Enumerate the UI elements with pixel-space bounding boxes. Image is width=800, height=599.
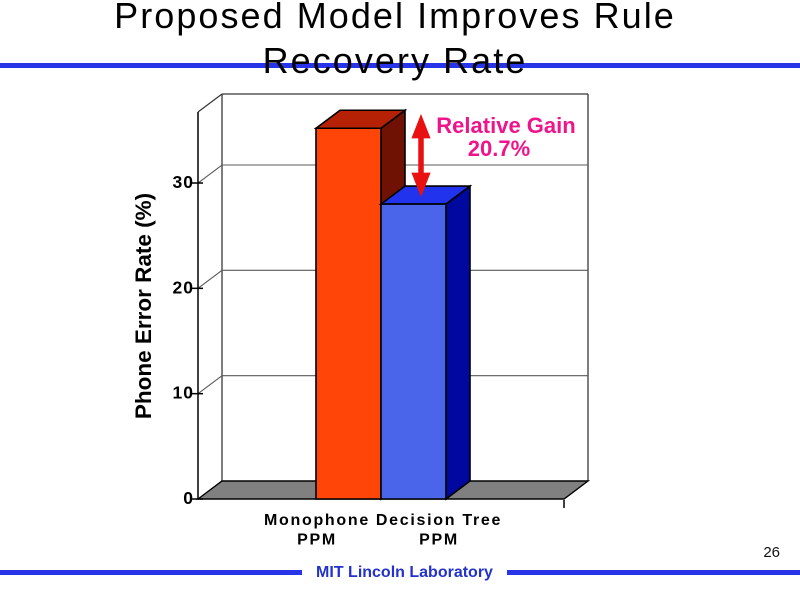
category-label: Decision Tree — [376, 512, 502, 529]
category-label: PPM — [419, 532, 459, 549]
footer-logo-text: MIT Lincoln Laboratory — [316, 564, 493, 581]
value-axis-label: 0 — [183, 488, 194, 508]
y-axis-title: Phone Error Rate (%) — [131, 193, 156, 419]
slide-title: Proposed Model Improves Rule Recovery Ra… — [0, 0, 795, 83]
category-label: Monophone — [264, 512, 370, 529]
gridline-diagonal — [197, 375, 223, 395]
value-axis-label: 20 — [173, 277, 194, 297]
category-label: PPM — [297, 532, 337, 549]
footer-rule-right — [507, 570, 800, 575]
title-divider-line — [0, 63, 800, 68]
gridline-diagonal — [197, 164, 223, 184]
value-axis-label: 10 — [173, 383, 194, 403]
annotation-line1: Relative Gain — [436, 113, 576, 138]
annotation-line2: 20.7% — [467, 136, 531, 161]
bar-side-face — [445, 184, 471, 501]
chart-annotation: Relative Gain 20.7% — [403, 114, 609, 160]
bar-front-face — [315, 127, 382, 500]
slide-title-line2: Recovery Rate — [262, 40, 528, 81]
footer-rule-left — [0, 570, 302, 575]
gridline-diagonal — [197, 269, 223, 289]
wall-top-diagonal — [197, 93, 223, 113]
gain-arrow-stem — [418, 137, 424, 174]
slide-title-line1: Proposed Model Improves Rule — [114, 0, 676, 36]
bar-front-face — [380, 203, 447, 500]
value-axis-label: 30 — [173, 172, 194, 192]
page-number: 26 — [763, 544, 780, 561]
